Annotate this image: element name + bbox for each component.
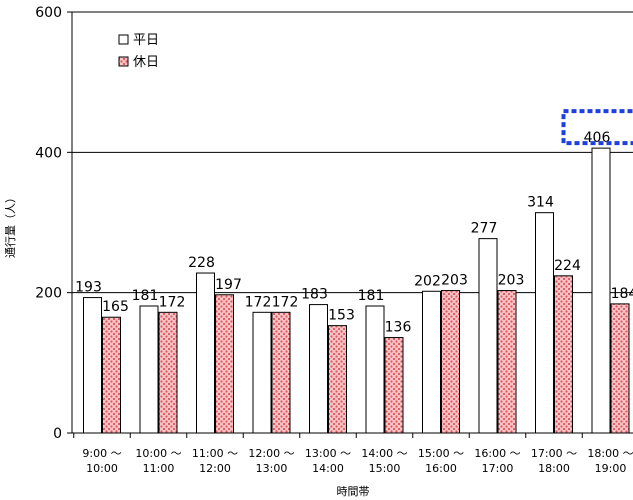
x-tick-label: 10:00 ～ — [135, 447, 181, 460]
x-tick-label: 11:00 — [143, 462, 175, 475]
x-tick-label: 16:00 — [425, 462, 457, 475]
bar-holiday — [271, 311, 291, 434]
y-tick-label: 600 — [35, 5, 62, 21]
bar-holiday — [610, 303, 630, 434]
y-tick-label: 0 — [53, 426, 62, 442]
data-label-weekday: 314 — [527, 195, 554, 211]
data-label-holiday: 172 — [159, 294, 186, 310]
bar-weekday — [365, 305, 385, 434]
y-axis-title: 通行量（人） — [4, 192, 17, 258]
data-label-weekday: 277 — [471, 221, 498, 237]
x-tick-label: 18:00 — [538, 462, 570, 475]
bar-holiday — [384, 337, 404, 434]
bar-weekday — [83, 297, 102, 434]
bar-weekday — [309, 304, 328, 434]
data-label-weekday: 202 — [414, 273, 441, 289]
data-label-weekday: 172 — [245, 294, 272, 310]
data-label-holiday: 136 — [385, 320, 412, 336]
data-label-weekday: 183 — [301, 287, 328, 303]
data-label-weekday: 181 — [358, 288, 385, 304]
data-label-holiday: 197 — [215, 277, 242, 293]
legend-label-weekday: 平日 — [133, 33, 159, 48]
bar-weekday — [252, 311, 272, 434]
bar-weekday — [535, 212, 554, 434]
data-label-holiday: 172 — [272, 294, 299, 310]
y-tick-label: 400 — [35, 145, 62, 161]
x-tick-label: 14:00 — [312, 462, 344, 475]
legend-swatch-weekday — [118, 34, 129, 45]
x-tick-label: 17:00 ～ — [531, 447, 577, 460]
bar-holiday — [215, 294, 234, 434]
bar-holiday — [328, 325, 347, 434]
data-label-holiday: 184 — [611, 286, 633, 302]
x-tick-label: 9:00 ～ — [82, 447, 121, 460]
data-label-holiday: 153 — [328, 308, 355, 324]
x-tick-label: 17:00 — [482, 462, 514, 475]
x-tick-labels: 9:00 ～ 10:00 10:00 ～ 11:00 11:00 ～ 12:00 12:00… — [82, 447, 633, 475]
legend: 平日 休日 — [118, 33, 159, 70]
bar-weekday — [478, 238, 498, 434]
data-label-weekday: 228 — [188, 255, 215, 271]
x-axis-title: 時間帯 — [337, 485, 370, 498]
x-tick-label: 13:00 ～ — [305, 447, 351, 460]
data-label-holiday: 224 — [554, 258, 581, 274]
legend-label-holiday: 休日 — [133, 55, 159, 70]
bar-holiday — [497, 290, 517, 434]
x-tick-label: 10:00 — [86, 462, 118, 475]
data-label-weekday: 193 — [75, 280, 102, 296]
x-tick-label: 12:00 ～ — [248, 447, 294, 460]
bar-weekday — [196, 272, 215, 434]
y-tick-labels: 0 200 400 600 — [35, 5, 62, 442]
x-tick-label: 15:00 ～ — [418, 447, 464, 460]
bar-holiday — [441, 290, 460, 434]
y-tick-label: 200 — [35, 286, 62, 302]
x-tick-label: 13:00 — [256, 462, 288, 475]
x-tick-label: 19:00 — [595, 462, 627, 475]
data-label-holiday: 203 — [498, 273, 525, 289]
bars — [83, 147, 630, 434]
x-tick-label: 16:00 ～ — [474, 447, 520, 460]
x-tick-label: 11:00 ～ — [192, 447, 238, 460]
x-tick-label: 12:00 — [199, 462, 231, 475]
x-tick-label: 18:00 ～ — [587, 447, 633, 460]
axes — [67, 11, 633, 438]
highlight-box — [561, 109, 633, 146]
bar-holiday — [554, 275, 573, 434]
bar-holiday — [102, 316, 121, 434]
x-tick-label: 14:00 ～ — [361, 447, 407, 460]
data-label-holiday: 203 — [441, 273, 468, 289]
bar-weekday — [139, 305, 159, 434]
legend-swatch-holiday — [118, 56, 129, 67]
bar-weekday — [422, 290, 441, 434]
data-label-weekday: 181 — [132, 288, 159, 304]
bar-holiday — [158, 311, 178, 434]
data-label-holiday: 165 — [102, 299, 129, 315]
data-label-weekday: 406 — [584, 130, 611, 146]
bar-weekday — [591, 147, 611, 434]
x-tick-label: 15:00 — [369, 462, 401, 475]
